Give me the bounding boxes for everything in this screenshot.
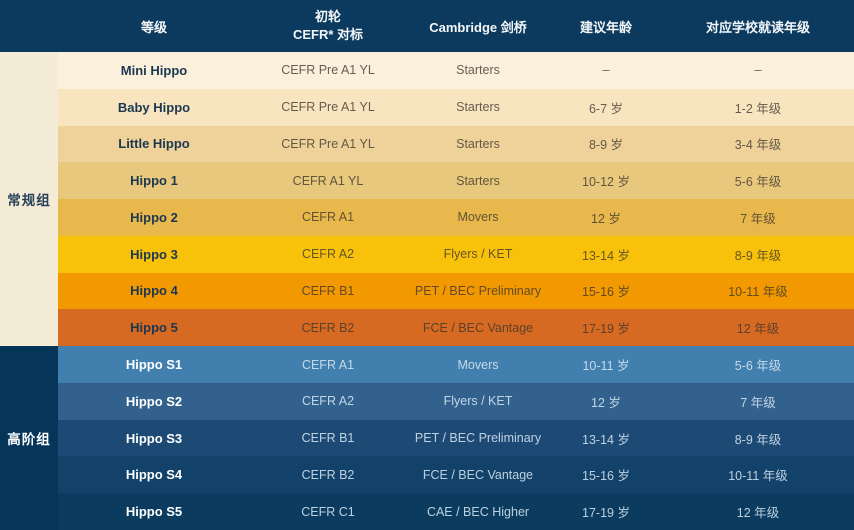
grade-value: – (754, 63, 762, 78)
age-value: 17-19 岁 (582, 506, 630, 521)
cambridge-value: PET / BEC Preliminary (414, 431, 542, 446)
table-row: Little Hippo CEFR Pre A1 YL Starters 8-9… (58, 125, 854, 163)
group-label-advanced: 高阶组 (0, 346, 58, 530)
cambridge-value: PET / BEC Preliminary (414, 283, 542, 298)
cefr-value: CEFR A2 (301, 394, 355, 409)
table-row: Hippo 2 CEFR A1 Movers 12 岁 7 年级 (58, 199, 854, 236)
level-name: Hippo S1 (125, 357, 183, 372)
age-value: 15-16 岁 (582, 285, 630, 300)
age-value: – (602, 63, 610, 78)
table-row: Hippo 3 CEFR A2 Flyers / KET 13-14 岁 8-9… (58, 235, 854, 273)
cambridge-value: Movers (457, 357, 499, 372)
level-name: Hippo S5 (125, 504, 183, 520)
age-value: 17-19 岁 (582, 322, 630, 337)
table-row: Hippo S4 CEFR B2 FCE / BEC Vantage 15-16… (58, 456, 854, 494)
cambridge-value: Starters (456, 100, 500, 115)
grade-value: 12 年级 (736, 506, 780, 521)
table-row: Mini Hippo CEFR Pre A1 YL Starters – – (58, 52, 854, 89)
grade-value: 3-4 年级 (734, 138, 782, 153)
age-value: 6-7 岁 (588, 101, 624, 116)
level-name: Hippo 3 (130, 246, 178, 262)
grade-value: 7 年级 (740, 211, 776, 226)
level-name: Mini Hippo (120, 62, 188, 78)
grade-value: 5-6 年级 (734, 359, 782, 373)
level-name: Hippo 2 (130, 209, 178, 225)
level-name: Baby Hippo (117, 99, 191, 115)
cefr-value: CEFR A1 YL (292, 173, 364, 188)
cefr-value: CEFR B2 (301, 320, 355, 335)
cambridge-value: Starters (456, 136, 500, 151)
header-cell-level: 等级 (140, 19, 167, 35)
cambridge-value: FCE / BEC Vantage (422, 320, 534, 335)
cefr-value: CEFR A2 (301, 247, 355, 262)
table-row: Hippo S2 CEFR A2 Flyers / KET 12 岁 7 年级 (58, 382, 854, 420)
cefr-value: CEFR A1 (301, 210, 355, 225)
cefr-value: CEFR Pre A1 YL (281, 100, 375, 115)
header-cell-age: 建议年龄 (579, 19, 632, 35)
grade-value: 12 年级 (736, 322, 780, 337)
cambridge-value: Starters (456, 63, 500, 78)
header-cell-cefr: 初轮 CEFR* 对标 (250, 0, 406, 52)
level-name: Hippo 1 (130, 173, 178, 189)
age-value: 13-14 岁 (582, 248, 630, 263)
cefr-value: CEFR C1 (301, 504, 355, 519)
group-label-regular: 常规组 (0, 52, 58, 347)
cefr-value: CEFR B1 (301, 431, 355, 446)
table-row: Hippo S1 CEFR A1 Movers 10-11 岁 5-6 年级 (58, 346, 854, 383)
header-cell-grade: 对应学校就读年级 (705, 19, 810, 35)
level-name: Hippo S3 (125, 430, 183, 446)
table-row: Hippo 5 CEFR B2 FCE / BEC Vantage 17-19 … (58, 309, 854, 347)
table-row: Hippo S3 CEFR B1 PET / BEC Preliminary 1… (58, 419, 854, 457)
cambridge-value: CAE / BEC Higher (426, 504, 530, 519)
header-corner-spacer (0, 0, 58, 52)
age-value: 8-9 岁 (588, 138, 624, 153)
grade-value: 8-9 年级 (734, 432, 782, 447)
age-value: 12 岁 (591, 211, 621, 226)
grade-value: 10-11 年级 (728, 285, 788, 300)
table-row: Hippo 4 CEFR B1 PET / BEC Preliminary 15… (58, 272, 854, 310)
age-value: 13-14 岁 (582, 432, 630, 447)
header-cefr-line2: CEFR* 对标 (292, 27, 364, 42)
level-name: Hippo S2 (125, 393, 183, 409)
table-row: Hippo S5 CEFR C1 CAE / BEC Higher 17-19 … (58, 493, 854, 530)
cefr-value: CEFR Pre A1 YL (281, 63, 375, 78)
age-value: 12 岁 (591, 395, 621, 410)
cefr-value: CEFR B2 (301, 467, 355, 482)
cambridge-value: Movers (457, 210, 499, 225)
cefr-value: CEFR B1 (301, 283, 355, 298)
header-cefr-line1: 初轮 (314, 8, 341, 24)
grade-value: 10-11 年级 (728, 469, 788, 484)
table-body: 常规组 高阶组 Mini Hippo CEFR Pre A1 YL Starte… (0, 52, 854, 530)
grade-value: 8-9 年级 (734, 248, 782, 263)
group-sidebar: 常规组 高阶组 (0, 52, 58, 530)
level-name: Hippo 4 (130, 283, 178, 299)
cambridge-value: Flyers / KET (443, 394, 513, 409)
table-header-row: 等级 初轮 CEFR* 对标 Cambridge 剑桥 建议年龄 对应学校就读年… (0, 0, 854, 52)
cefr-value: CEFR A1 (301, 357, 355, 372)
grade-value: 5-6 年级 (734, 175, 782, 190)
grade-value: 7 年级 (740, 395, 776, 410)
cefr-value: CEFR Pre A1 YL (281, 136, 375, 151)
table-rows: Mini Hippo CEFR Pre A1 YL Starters – – B… (58, 52, 854, 530)
table-row: Hippo 1 CEFR A1 YL Starters 10-12 岁 5-6 … (58, 162, 854, 200)
level-name: Hippo 5 (130, 320, 178, 336)
level-name: Little Hippo (118, 136, 190, 152)
cambridge-value: Flyers / KET (443, 247, 513, 262)
grade-value: 1-2 年级 (734, 101, 782, 116)
age-value: 15-16 岁 (582, 469, 630, 484)
cambridge-value: FCE / BEC Vantage (422, 467, 534, 482)
level-name: Hippo S4 (125, 467, 183, 483)
header-cell-cambridge: Cambridge 剑桥 (429, 19, 527, 35)
table-row: Baby Hippo CEFR Pre A1 YL Starters 6-7 岁… (58, 88, 854, 126)
age-value: 10-11 岁 (582, 359, 630, 373)
cambridge-value: Starters (456, 173, 500, 188)
age-value: 10-12 岁 (582, 175, 630, 190)
